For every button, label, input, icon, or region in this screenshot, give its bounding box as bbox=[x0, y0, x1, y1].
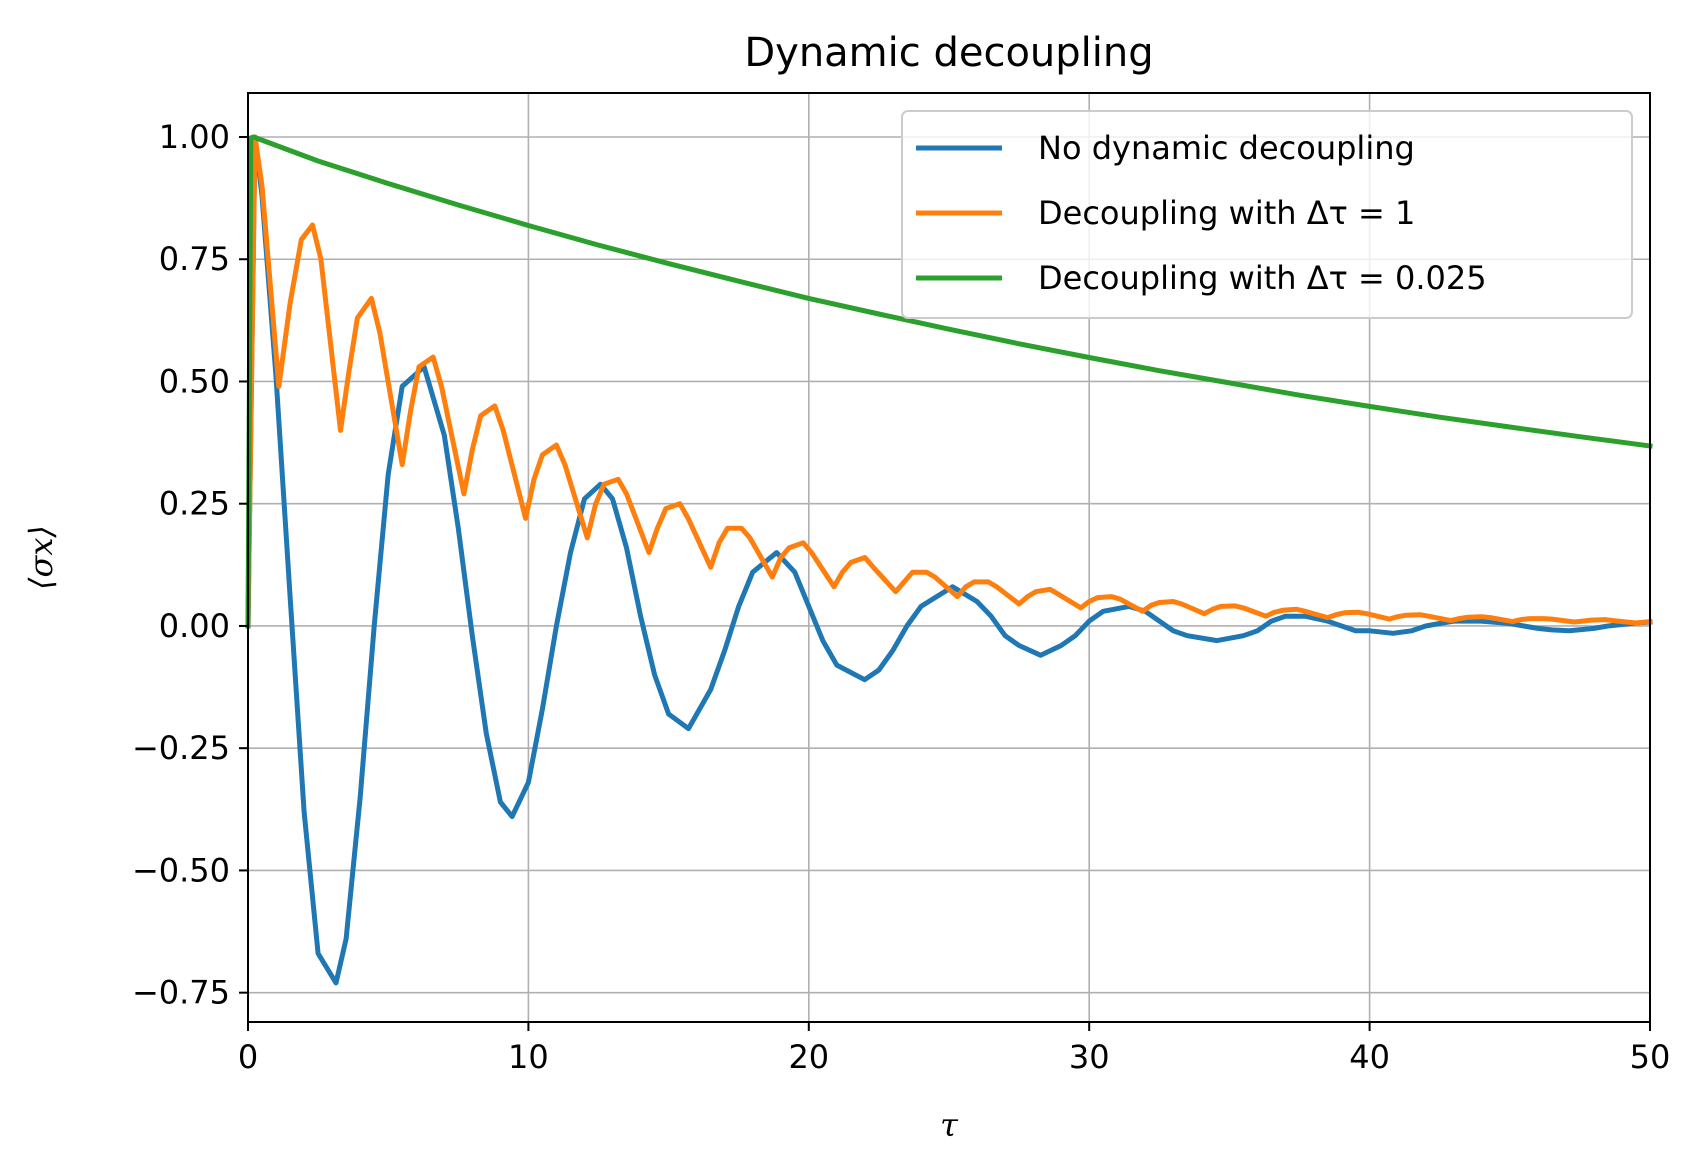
series-layer bbox=[245, 134, 1653, 986]
y-tick-label: −0.75 bbox=[132, 974, 230, 1012]
y-tick-label: 0.25 bbox=[159, 485, 230, 523]
x-tick-label: 10 bbox=[508, 1038, 549, 1076]
y-tick-label: 0.75 bbox=[159, 240, 230, 278]
legend-label-0: No dynamic decoupling bbox=[1038, 129, 1415, 167]
x-axis-label: τ bbox=[940, 1106, 959, 1144]
series-line-0 bbox=[245, 134, 1653, 986]
series-line-1 bbox=[245, 134, 1653, 629]
chart-title: Dynamic decoupling bbox=[744, 30, 1153, 76]
x-tick-label: 30 bbox=[1069, 1038, 1110, 1076]
y-tick-label: 0.00 bbox=[159, 607, 230, 645]
x-tick-label: 40 bbox=[1349, 1038, 1390, 1076]
ticks: 0 10 20 30 40 50 −0.75 −0.50 −0.25 0.00 0.25 0.50 0.… bbox=[132, 118, 1670, 1076]
y-tick-label: 1.00 bbox=[159, 118, 230, 156]
y-tick-label: −0.50 bbox=[132, 851, 230, 889]
legend-label-2: Decoupling with Δτ = 0.025 bbox=[1038, 259, 1487, 297]
x-tick-label: 0 bbox=[238, 1038, 258, 1076]
y-tick-label: −0.25 bbox=[132, 729, 230, 767]
legend-box bbox=[901, 110, 1633, 319]
y-tick-label: 0.50 bbox=[159, 362, 230, 400]
series-line-2 bbox=[245, 134, 1653, 629]
plot-frame bbox=[247, 92, 1651, 1023]
x-tick-label: 50 bbox=[1630, 1038, 1671, 1076]
legend-label-1: Decoupling with Δτ = 1 bbox=[1038, 194, 1415, 232]
y-axis-label: ⟨σx⟩ bbox=[22, 525, 60, 590]
legend: No dynamic decoupling Decoupling with Δτ … bbox=[901, 110, 1633, 319]
x-tick-label: 20 bbox=[788, 1038, 829, 1076]
